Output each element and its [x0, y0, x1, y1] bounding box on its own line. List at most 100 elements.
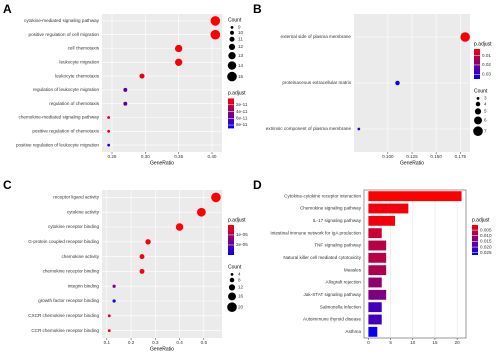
dot — [175, 44, 183, 53]
panel-letter: D — [253, 178, 262, 192]
y-tick-label: Cytokine-cytokine receptor interaction — [284, 193, 361, 198]
dot — [123, 101, 128, 106]
size-key — [230, 30, 234, 35]
x-tick-label: 0.150 — [430, 154, 442, 159]
y-tick-label: regulation of chemotaxis — [49, 101, 99, 106]
bar — [368, 191, 462, 202]
x-tick-label: 0.1 — [104, 340, 111, 345]
colorbar-label: 1e-05 — [236, 232, 248, 237]
size-label: 11 — [238, 36, 243, 41]
bar — [368, 314, 382, 325]
size-key — [227, 71, 237, 82]
size-label: 4 — [484, 101, 487, 106]
colorbar-label: 0.03 — [482, 72, 491, 77]
plot-background — [102, 14, 222, 152]
size-key — [473, 126, 483, 136]
dot — [210, 16, 221, 26]
size-key — [228, 292, 236, 301]
dot — [112, 299, 116, 303]
bar — [368, 277, 382, 288]
y-tick-label: external side of plasma membrane — [281, 34, 352, 39]
legend-title: p.adjust — [474, 41, 492, 47]
y-tick-label: chemokine receptor binding — [43, 269, 100, 274]
legend-title: p.adjust — [228, 217, 246, 223]
dot — [139, 73, 145, 79]
x-tick-label: 20 — [455, 340, 461, 345]
bar — [368, 265, 387, 276]
x-tick-label: 0 — [367, 340, 370, 345]
colorbar — [228, 225, 234, 255]
colorbar-label: 0.01 — [482, 53, 491, 58]
y-tick-label: Chemokine signaling pathway — [300, 206, 362, 211]
size-label: 4 — [238, 272, 241, 277]
y-tick-label: Measles — [344, 267, 362, 272]
y-tick-label: positive regulation of leukocyte migrati… — [16, 142, 99, 147]
y-tick-label: proteinaceous extracellular matrix — [282, 80, 351, 85]
plot-background — [363, 189, 467, 339]
dot — [107, 129, 111, 133]
y-tick-label: cell chemotaxis — [68, 46, 100, 51]
dot — [107, 116, 111, 119]
x-axis-title: GeneRatio — [150, 160, 174, 166]
bar — [368, 203, 409, 214]
size-key — [230, 26, 234, 29]
dot — [112, 284, 116, 288]
size-key — [227, 302, 237, 313]
x-tick-label: 0.100 — [382, 154, 394, 159]
y-tick-label: Intestinal immune network for IgA produc… — [270, 230, 361, 235]
y-tick-label: cytokine receptor binding — [48, 224, 100, 229]
size-key — [227, 61, 237, 70]
panel-letter: B — [253, 2, 262, 16]
bar — [368, 326, 378, 337]
dot — [123, 87, 128, 92]
colorbar-label: 0.005 — [480, 227, 492, 232]
x-tick-label: 0.40 — [208, 154, 217, 159]
colorbar-label: 8e-11 — [236, 122, 248, 127]
dot — [139, 268, 145, 274]
size-key — [229, 36, 235, 42]
x-tick-label: 0.5 — [201, 340, 208, 345]
y-tick-label: IL-17 signaling pathway — [313, 218, 362, 223]
x-tick-label: 0.2 — [128, 340, 135, 345]
y-tick-label: Jak-STAT signaling pathway — [304, 292, 362, 297]
y-tick-label: positive regulation of cell migration — [29, 32, 100, 37]
y-tick-label: Natural killer cell mediated cytotoxicit… — [283, 255, 361, 260]
y-tick-label: cytokine activity — [67, 209, 100, 214]
x-axis-title: GeneRatio — [400, 160, 424, 166]
size-key — [474, 108, 482, 115]
y-tick-label: cytokine-mediated signaling pathway — [24, 18, 100, 23]
size-label: 20 — [238, 304, 244, 309]
size-key — [228, 284, 236, 291]
y-tick-label: TNF signaling pathway — [314, 243, 361, 248]
colorbar-label: 0.025 — [480, 250, 492, 255]
dot — [107, 143, 111, 147]
dot — [107, 314, 111, 318]
colorbar-label: 0.010 — [480, 233, 492, 238]
y-tick-label: Allograft rejection — [326, 280, 362, 285]
y-tick-label: regulation of leukocyte migration — [33, 87, 100, 92]
y-tick-label: Salmonella infection — [320, 304, 362, 309]
x-tick-label: 0.25 — [108, 154, 117, 159]
dot — [139, 254, 145, 260]
dot — [211, 192, 221, 203]
size-key — [475, 101, 481, 107]
dot — [175, 58, 183, 66]
dot — [175, 223, 184, 231]
panel-letter: C — [3, 178, 12, 192]
y-tick-label: Asthma — [345, 329, 361, 334]
colorbar-label: 0.020 — [480, 244, 492, 249]
x-tick-label: 0.125 — [406, 154, 418, 159]
bar — [368, 302, 382, 313]
x-tick-label: 5 — [389, 340, 392, 345]
colorbar-label: 2e-11 — [236, 102, 248, 107]
dot — [395, 80, 400, 86]
bar — [368, 240, 387, 251]
colorbar-label: 0.015 — [480, 239, 492, 244]
x-tick-label: 0.35 — [174, 154, 183, 159]
dot — [197, 207, 206, 217]
size-label: 6 — [484, 118, 487, 123]
y-tick-label: G-protein coupled receptor binding — [28, 239, 99, 244]
y-tick-label: Autoimmune thyroid disease — [303, 317, 361, 322]
